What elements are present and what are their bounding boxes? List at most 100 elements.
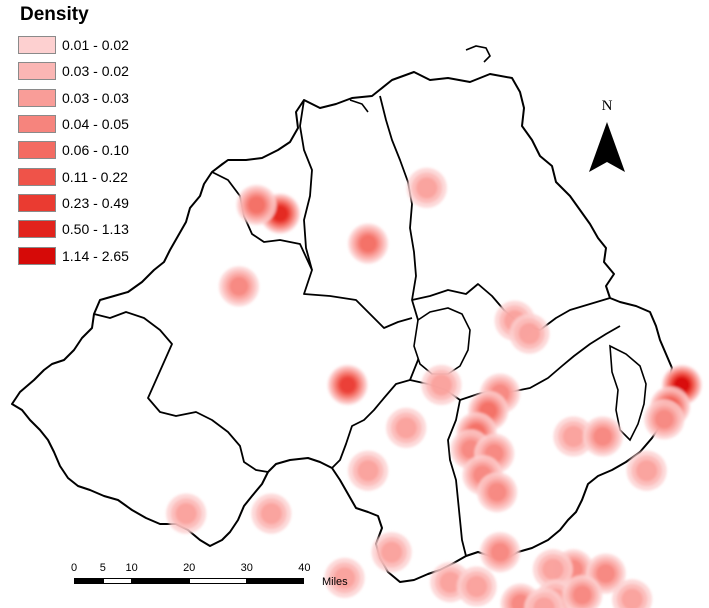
legend-item: 0.04 - 0.05 bbox=[18, 111, 218, 137]
legend-label: 0.03 - 0.03 bbox=[62, 89, 129, 106]
hotspot bbox=[582, 416, 623, 457]
hotspot bbox=[477, 472, 518, 513]
legend: Density 0.01 - 0.02 0.03 - 0.02 0.03 - 0.0… bbox=[18, 4, 218, 269]
hotspot bbox=[480, 532, 521, 573]
hotspot bbox=[236, 185, 277, 225]
hotspot-ring bbox=[359, 234, 377, 253]
scale-bar-tick: 10 bbox=[125, 562, 138, 574]
hotspot-ring bbox=[247, 196, 266, 214]
legend-item: 0.06 - 0.10 bbox=[18, 137, 218, 163]
hotspot-ring bbox=[333, 567, 356, 589]
scale-bar: Miles 0 5 10 20 30 40 bbox=[60, 562, 380, 602]
scale-bar-tick: 20 bbox=[183, 562, 196, 574]
lough-outline bbox=[413, 307, 471, 375]
hotspot-ring bbox=[416, 177, 438, 199]
scale-bar-segment bbox=[131, 578, 190, 584]
legend-label: 0.50 - 1.13 bbox=[62, 221, 129, 238]
hotspot bbox=[251, 493, 292, 534]
legend-item: 0.11 - 0.22 bbox=[18, 163, 218, 189]
hotspot bbox=[644, 399, 685, 440]
north-arrow-icon bbox=[589, 122, 625, 172]
hotspot-ring bbox=[562, 425, 585, 448]
hotspot-ring bbox=[490, 542, 510, 562]
legend-title: Density bbox=[20, 4, 89, 25]
strangford-lough-outline bbox=[609, 344, 647, 442]
hotspot bbox=[553, 416, 594, 457]
hotspot-ring bbox=[487, 482, 507, 502]
legend-item: 0.01 - 0.02 bbox=[18, 32, 218, 58]
legend-label: 0.11 - 0.22 bbox=[62, 168, 128, 185]
hotspot-ring bbox=[272, 205, 288, 222]
hotspot bbox=[421, 365, 462, 405]
scale-bar-tick: 40 bbox=[298, 562, 311, 574]
density-hotspots bbox=[166, 167, 702, 608]
scale-bar-segment bbox=[102, 578, 132, 584]
hotspot bbox=[348, 223, 389, 264]
scale-bar-tick: 0 bbox=[70, 562, 78, 574]
hotspot-ring bbox=[339, 377, 356, 393]
legend-swatch bbox=[18, 36, 56, 55]
north-arrow: N bbox=[587, 98, 627, 178]
hotspot bbox=[371, 532, 412, 573]
legend-swatch bbox=[18, 115, 56, 134]
hotspot-ring bbox=[357, 460, 379, 482]
hotspot-ring bbox=[621, 588, 643, 608]
legend-swatch bbox=[18, 62, 56, 81]
hotspot-ring bbox=[572, 585, 592, 605]
legend-swatch bbox=[18, 220, 56, 239]
legend-item: 0.03 - 0.03 bbox=[18, 85, 218, 111]
hotspot-ring bbox=[395, 417, 417, 439]
hotspot bbox=[456, 566, 497, 607]
north-letter: N bbox=[601, 98, 613, 114]
hotspot bbox=[327, 365, 368, 405]
legend-item: 0.03 - 0.02 bbox=[18, 58, 218, 84]
legend-label: 0.23 - 0.49 bbox=[62, 194, 129, 211]
hotspot-ring bbox=[465, 575, 488, 598]
legend-item: 1.14 - 2.65 bbox=[18, 242, 218, 268]
legend-label: 1.14 - 2.65 bbox=[62, 247, 129, 264]
hotspot bbox=[509, 313, 550, 354]
scale-bar-tick: 5 bbox=[99, 562, 106, 574]
legend-swatch bbox=[18, 193, 56, 212]
hotspot-ring bbox=[229, 276, 249, 296]
scale-bar-segment bbox=[189, 578, 247, 584]
legend-items: 0.01 - 0.02 0.03 - 0.02 0.03 - 0.03 0.04 - … bbox=[18, 32, 218, 269]
hotspot bbox=[324, 557, 365, 598]
hotspot-ring bbox=[518, 322, 541, 345]
hotspot bbox=[219, 266, 259, 307]
hotspot-ring bbox=[654, 409, 674, 429]
legend-label: 0.04 - 0.05 bbox=[62, 116, 129, 133]
hotspot bbox=[166, 493, 207, 534]
scale-bar-tick: 30 bbox=[240, 562, 253, 574]
hotspot-ring bbox=[439, 571, 461, 593]
hotspot-ring bbox=[596, 564, 616, 584]
hotspot-ring bbox=[380, 541, 403, 563]
hotspot-ring bbox=[260, 502, 282, 525]
hotspot-ring bbox=[636, 460, 658, 482]
hotspot bbox=[562, 575, 603, 608]
hotspot-ring bbox=[593, 427, 613, 446]
hotspot-ring bbox=[542, 558, 564, 580]
hotspot bbox=[406, 167, 447, 208]
hotspot bbox=[532, 549, 573, 590]
scale-bar-unit: Miles bbox=[322, 576, 348, 588]
lough-foyle-coast bbox=[211, 99, 369, 173]
legend-label: 0.03 - 0.02 bbox=[62, 63, 129, 80]
hotspot bbox=[626, 450, 667, 491]
scale-bar-segment bbox=[246, 578, 305, 584]
rathlin-island bbox=[465, 45, 491, 63]
legend-label: 0.06 - 0.10 bbox=[62, 142, 129, 159]
hotspot-ring bbox=[533, 597, 555, 608]
hotspot-ring bbox=[430, 374, 453, 396]
hotspot bbox=[386, 407, 427, 448]
hotspot bbox=[524, 587, 565, 608]
hotspot-ring bbox=[175, 502, 197, 525]
legend-swatch bbox=[18, 246, 56, 265]
legend-swatch bbox=[18, 88, 56, 107]
scale-bar-segment bbox=[74, 578, 103, 584]
hotspot bbox=[348, 450, 389, 491]
legend-item: 0.50 - 1.13 bbox=[18, 216, 218, 242]
legend-label: 0.01 - 0.02 bbox=[62, 37, 129, 54]
legend-swatch bbox=[18, 167, 56, 186]
